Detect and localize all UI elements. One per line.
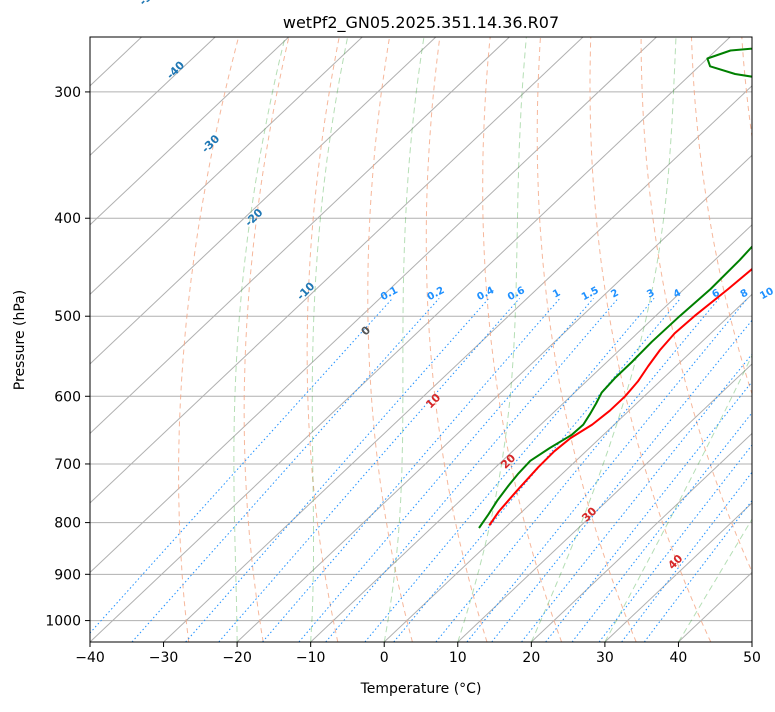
x-tick-label: −10 (296, 650, 326, 666)
x-tick-label: 50 (743, 650, 761, 666)
y-tick-label: 300 (54, 85, 81, 101)
x-axis-label: Temperature (°C) (360, 681, 482, 697)
x-tick-label: −30 (149, 650, 179, 666)
x-tick-label: 20 (522, 650, 540, 666)
x-tick-label: 10 (449, 650, 467, 666)
x-tick-label: 30 (596, 650, 614, 666)
x-tick-label: −20 (222, 650, 252, 666)
y-tick-label: 700 (54, 457, 81, 473)
x-tick-label: 40 (670, 650, 688, 666)
y-tick-label: 1000 (45, 614, 81, 630)
y-tick-label: 800 (54, 516, 81, 532)
y-axis-label: Pressure (hPa) (12, 290, 28, 390)
y-tick-label: 500 (54, 309, 81, 325)
y-tick-label: 600 (54, 389, 81, 405)
x-tick-label: −40 (75, 650, 105, 666)
y-tick-label: 900 (54, 567, 81, 583)
x-tick-label: 0 (380, 650, 389, 666)
y-tick-label: 400 (54, 211, 81, 227)
chart-title: wetPf2_GN05.2025.351.14.36.R07 (283, 13, 559, 33)
